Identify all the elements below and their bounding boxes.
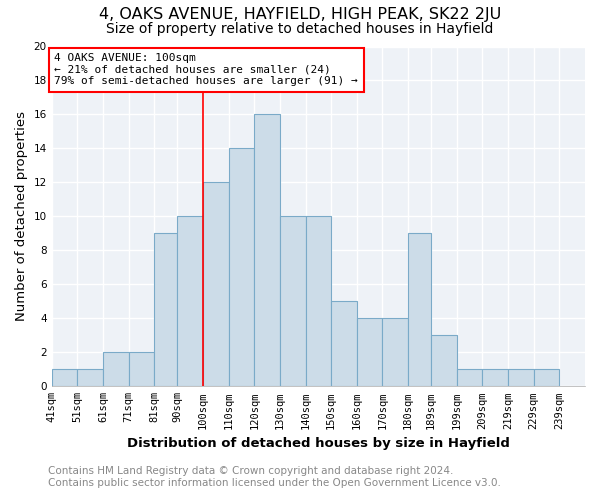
Text: Contains HM Land Registry data © Crown copyright and database right 2024.
Contai: Contains HM Land Registry data © Crown c…: [48, 466, 501, 487]
Bar: [331, 302, 357, 386]
Bar: [52, 370, 77, 386]
Text: 4 OAKS AVENUE: 100sqm
← 21% of detached houses are smaller (24)
79% of semi-deta: 4 OAKS AVENUE: 100sqm ← 21% of detached …: [54, 54, 358, 86]
Bar: [154, 234, 178, 386]
Bar: [305, 216, 331, 386]
Y-axis label: Number of detached properties: Number of detached properties: [15, 112, 28, 322]
Bar: [382, 318, 408, 386]
Bar: [203, 182, 229, 386]
Bar: [280, 216, 305, 386]
Text: Size of property relative to detached houses in Hayfield: Size of property relative to detached ho…: [106, 22, 494, 36]
Bar: [178, 216, 203, 386]
Bar: [482, 370, 508, 386]
Bar: [357, 318, 382, 386]
Bar: [254, 114, 280, 386]
Bar: [508, 370, 534, 386]
X-axis label: Distribution of detached houses by size in Hayfield: Distribution of detached houses by size …: [127, 437, 510, 450]
Text: 4, OAKS AVENUE, HAYFIELD, HIGH PEAK, SK22 2JU: 4, OAKS AVENUE, HAYFIELD, HIGH PEAK, SK2…: [99, 8, 501, 22]
Bar: [457, 370, 482, 386]
Bar: [128, 352, 154, 386]
Bar: [534, 370, 559, 386]
Bar: [77, 370, 103, 386]
Bar: [103, 352, 128, 386]
Bar: [229, 148, 254, 386]
Bar: [431, 336, 457, 386]
Bar: [408, 234, 431, 386]
